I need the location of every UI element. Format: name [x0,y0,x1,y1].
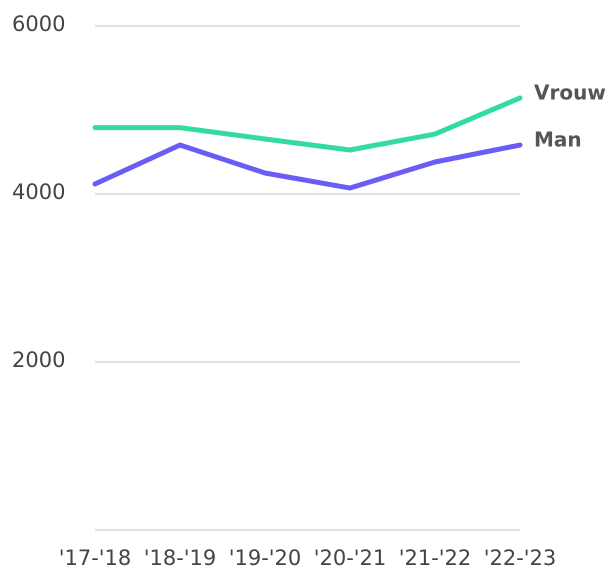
series-line [92,142,523,191]
x-tick-label: '20-'21 [314,546,387,570]
series-label: Vrouw [534,80,606,104]
y-tick-label: 2000 [12,348,65,372]
series-line [92,95,523,153]
x-tick-label: '21-'22 [399,546,472,570]
x-tick-label: '19-'20 [229,546,302,570]
x-tick-label: '18-'19 [144,546,217,570]
series-label: Man [534,128,582,152]
x-tick-label: '22-'23 [484,546,557,570]
y-tick-label: 6000 [12,12,65,36]
x-tick-label: '17-'18 [59,546,132,570]
y-tick-label: 4000 [12,180,65,204]
